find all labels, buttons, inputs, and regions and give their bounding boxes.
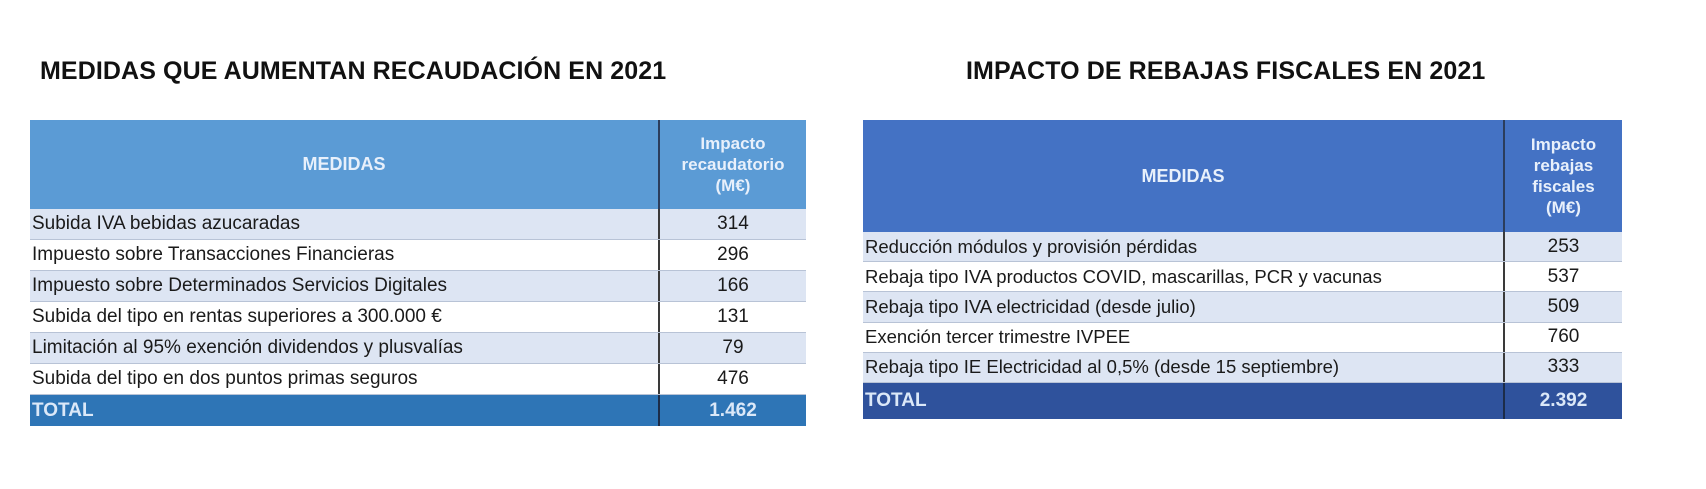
total-label: TOTAL xyxy=(30,395,660,426)
row-valor: 296 xyxy=(717,244,749,265)
header-impacto-line: recaudatorio xyxy=(681,155,785,174)
table-header: MEDIDAS Impacto recaudatorio (M€) xyxy=(30,120,806,209)
table-row: Rebaja tipo IVA productos COVID, mascari… xyxy=(863,262,1622,293)
row-valor: 314 xyxy=(717,213,749,234)
total-label: TOTAL xyxy=(863,382,1505,419)
total-value: 1.462 xyxy=(709,399,757,421)
table-row: Exención tercer trimestre IVPEE 760 xyxy=(863,322,1622,353)
row-valor: 131 xyxy=(717,306,749,327)
row-valor: 79 xyxy=(722,337,744,358)
left-table-title: MEDIDAS QUE AUMENTAN RECAUDACIÓN EN 2021 xyxy=(40,57,667,85)
row-valor: 333 xyxy=(1547,356,1580,378)
row-medida: Rebaja tipo IVA electricidad (desde juli… xyxy=(863,292,1505,322)
header-impacto: Impacto rebajas fiscales (M€) xyxy=(1505,120,1622,232)
row-valor: 537 xyxy=(1547,265,1580,287)
row-valor: 760 xyxy=(1547,326,1580,348)
table-row: Subida IVA bebidas azucaradas 314 xyxy=(30,209,806,240)
row-medida: Subida del tipo en rentas superiores a 3… xyxy=(30,302,660,332)
header-impacto-line: fiscales xyxy=(1532,177,1595,196)
table-row: Limitación al 95% exención dividendos y … xyxy=(30,333,806,364)
revenue-measures-table: MEDIDAS Impacto recaudatorio (M€) Subida… xyxy=(30,120,806,426)
row-valor: 476 xyxy=(717,368,749,389)
header-impacto-line: rebajas xyxy=(1533,156,1594,175)
table-row: Rebaja tipo IVA electricidad (desde juli… xyxy=(863,292,1622,323)
header-impacto-line: Impacto xyxy=(700,134,766,153)
right-table-title: IMPACTO DE REBAJAS FISCALES EN 2021 xyxy=(966,57,1486,85)
table-row: Subida del tipo en rentas superiores a 3… xyxy=(30,302,806,333)
row-medida: Impuesto sobre Transacciones Financieras xyxy=(30,240,660,270)
table-header: MEDIDAS Impacto rebajas fiscales (M€) xyxy=(863,120,1622,232)
row-medida: Reducción módulos y provisión pérdidas xyxy=(863,232,1505,262)
header-impacto-line: Impacto xyxy=(1530,135,1597,154)
table-row: Subida del tipo en dos puntos primas seg… xyxy=(30,364,806,395)
header-impacto-line: (M€) xyxy=(1546,198,1581,217)
row-valor: 253 xyxy=(1547,235,1580,257)
header-medidas: MEDIDAS xyxy=(30,120,660,209)
header-medidas: MEDIDAS xyxy=(863,120,1505,232)
header-impacto: Impacto recaudatorio (M€) xyxy=(660,120,806,209)
row-medida: Rebaja tipo IVA productos COVID, mascari… xyxy=(863,262,1505,292)
header-impacto-line: (M€) xyxy=(715,176,751,195)
table-row: Reducción módulos y provisión pérdidas 2… xyxy=(863,232,1622,263)
row-medida: Impuesto sobre Determinados Servicios Di… xyxy=(30,271,660,301)
total-row: TOTAL 2.392 xyxy=(863,382,1622,419)
total-row: TOTAL 1.462 xyxy=(30,395,806,426)
row-medida: Rebaja tipo IE Electricidad al 0,5% (des… xyxy=(863,352,1505,382)
row-medida: Exención tercer trimestre IVPEE xyxy=(863,322,1505,352)
tax-cuts-table: MEDIDAS Impacto rebajas fiscales (M€) Re… xyxy=(863,120,1622,419)
row-medida: Subida IVA bebidas azucaradas xyxy=(30,209,660,239)
row-medida: Subida del tipo en dos puntos primas seg… xyxy=(30,364,660,394)
table-row: Impuesto sobre Determinados Servicios Di… xyxy=(30,271,806,302)
table-row: Rebaja tipo IE Electricidad al 0,5% (des… xyxy=(863,352,1622,383)
table-row: Impuesto sobre Transacciones Financieras… xyxy=(30,240,806,271)
row-valor: 509 xyxy=(1547,295,1580,317)
total-value: 2.392 xyxy=(1539,389,1588,411)
row-medida: Limitación al 95% exención dividendos y … xyxy=(30,333,660,363)
row-valor: 166 xyxy=(717,275,749,296)
